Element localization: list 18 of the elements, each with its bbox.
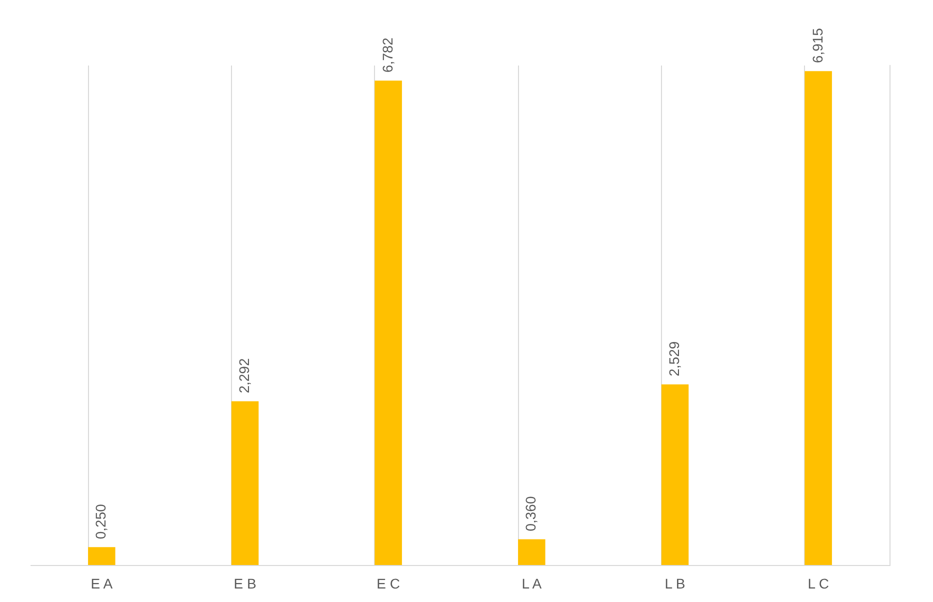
x-tick-label: L B [664, 576, 686, 592]
x-tick-label: L C [808, 576, 829, 592]
data-label: 2,529 [666, 341, 682, 376]
bar [231, 401, 259, 565]
data-label: 6,782 [379, 37, 396, 73]
data-label: 0,250 [92, 504, 109, 540]
x-tick-label: E B [234, 576, 256, 592]
bar [88, 547, 116, 565]
data-label: 6,915 [809, 28, 826, 64]
bar [804, 71, 832, 565]
data-label: 2,292 [236, 358, 252, 394]
x-tick-label: E C [376, 576, 400, 592]
data-label: 0,360 [522, 496, 539, 532]
x-tick-label: L A [522, 576, 542, 592]
bar [374, 80, 402, 565]
bar [661, 384, 689, 565]
x-tick-label: E A [90, 576, 114, 592]
bar [518, 539, 546, 565]
